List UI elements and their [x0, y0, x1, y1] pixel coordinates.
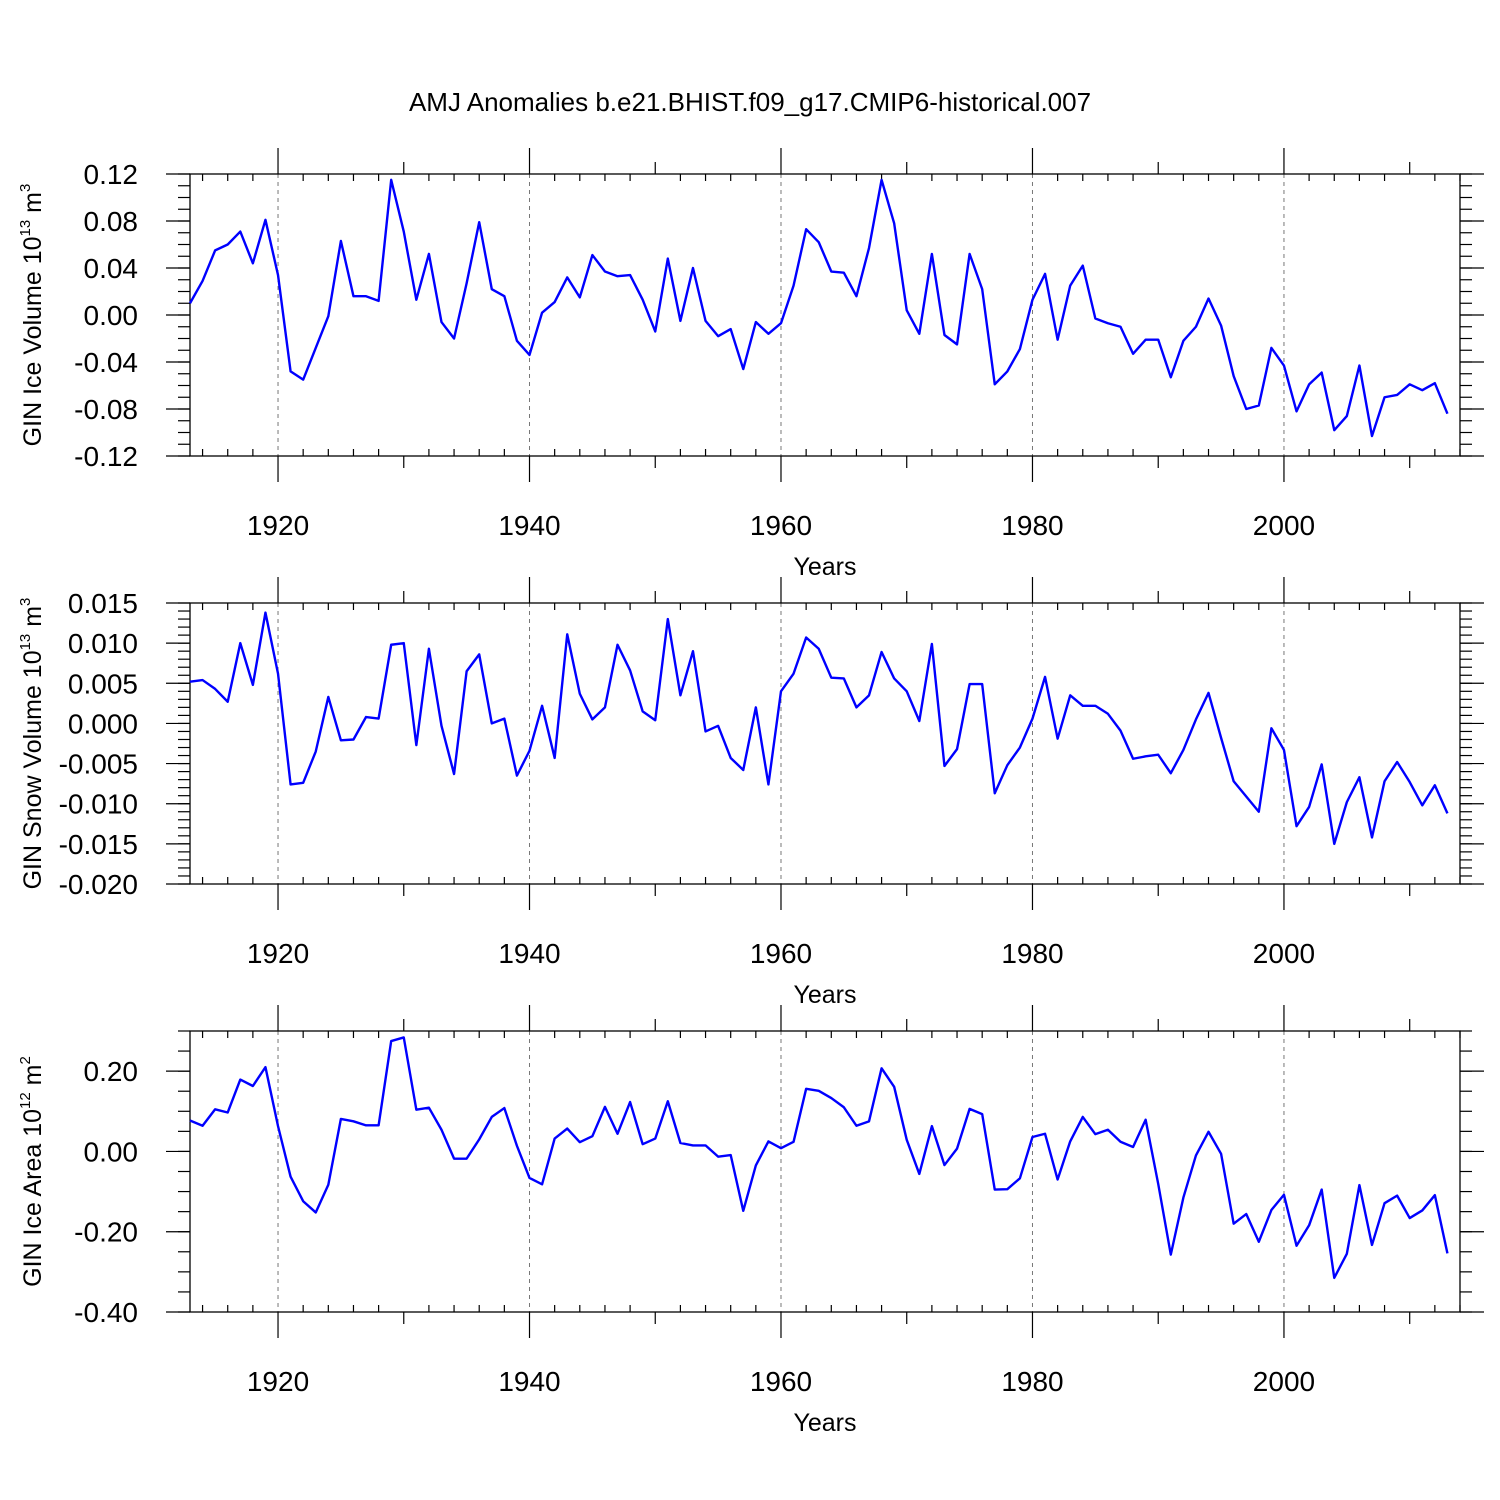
x-tick-label: 1940 — [498, 510, 560, 541]
y-tick-label: -0.005 — [59, 749, 138, 780]
y-axis-label-unit-exponent: 3 — [17, 184, 34, 192]
y-tick-label: 0.12 — [84, 159, 139, 190]
y-tick-label: 0.015 — [68, 588, 138, 619]
y-tick-label: 0.08 — [84, 206, 139, 237]
x-tick-label: 1940 — [498, 1366, 560, 1397]
y-tick-label: 0.00 — [84, 1136, 139, 1167]
x-tick-label: 1960 — [750, 510, 812, 541]
panels: 1920 1940 1960 1980 2000-0.12-0.08-0.040.000… — [17, 148, 1484, 1437]
y-tick-label: -0.20 — [74, 1217, 138, 1248]
y-axis-label-main: GIN Ice Area 10 — [19, 1109, 47, 1287]
y-tick-label: 0.010 — [68, 628, 138, 659]
x-axis-label: Years — [793, 553, 856, 581]
x-tick-label: 1980 — [1001, 1366, 1063, 1397]
x-tick-label: 2000 — [1253, 938, 1315, 969]
x-tick-label: 2000 — [1253, 510, 1315, 541]
x-axis-label: Years — [793, 1409, 856, 1437]
panel-1: 1920 1940 1960 1980 2000 -0.12 -0.08 -0.04 0.00 0… — [17, 148, 1484, 581]
panel-3: 1920 1940 1960 1980 2000 -0.40 -0.20 0.00 0.20 Ye… — [17, 1005, 1484, 1437]
y-axis-label-main: GIN Ice Volume 10 — [19, 236, 47, 446]
y-axis-label-unit-exponent: 3 — [17, 598, 34, 606]
x-tick-label: 1920 — [247, 938, 309, 969]
y-tick-label: -0.010 — [59, 789, 138, 820]
y-axis-label-exponent: 12 — [17, 1092, 34, 1109]
y-tick-label: 0.005 — [68, 668, 138, 699]
panel-2: 1920 1940 1960 1980 2000 -0.020 -0.015 -0.010 -0… — [17, 577, 1484, 1009]
x-tick-label: 1920 — [247, 1366, 309, 1397]
y-tick-label: -0.12 — [74, 441, 138, 472]
x-tick-label: 1940 — [498, 938, 560, 969]
series-line-gin-snow-volume — [189, 611, 1449, 846]
y-tick-label: -0.08 — [74, 394, 138, 425]
y-axis-label-exponent: 13 — [17, 220, 34, 237]
plot-frame — [189, 602, 1461, 885]
plot-frame — [189, 1030, 1461, 1313]
y-axis-label: GIN Ice Area 1012 m2 — [17, 1056, 47, 1287]
y-axis-label: GIN Snow Volume 1013 m3 — [17, 598, 47, 890]
x-tick-label: 1980 — [1001, 938, 1063, 969]
x-tick-label: 2000 — [1253, 1366, 1315, 1397]
y-axis-label-unit-exponent: 2 — [17, 1056, 34, 1064]
x-tick-label: 1960 — [750, 938, 812, 969]
y-tick-label: -0.020 — [59, 869, 138, 900]
figure-title: AMJ Anomalies b.e21.BHIST.f09_g17.CMIP6-… — [409, 87, 1091, 117]
y-tick-label: 0.00 — [84, 300, 139, 331]
series-line-gin-ice-volume — [188, 178, 1449, 438]
y-tick-label: -0.015 — [59, 829, 138, 860]
x-tick-label: 1920 — [247, 510, 309, 541]
plot-frame — [189, 173, 1461, 457]
y-tick-label: -0.40 — [74, 1297, 138, 1328]
series-line-gin-ice-area — [189, 1036, 1449, 1280]
y-axis-label-unit: m — [19, 1065, 47, 1093]
y-axis-label-unit: m — [19, 192, 47, 220]
x-axis-label: Years — [793, 981, 856, 1009]
y-tick-label: 0.000 — [68, 708, 138, 739]
y-tick-label: 0.20 — [84, 1056, 139, 1087]
x-tick-label: 1980 — [1001, 510, 1063, 541]
y-axis-label-unit: m — [19, 606, 47, 634]
x-tick-label: 1960 — [750, 1366, 812, 1397]
y-axis-label-main: GIN Snow Volume 10 — [19, 650, 47, 889]
y-tick-label: -0.04 — [74, 347, 138, 378]
y-tick-label: 0.04 — [84, 253, 139, 284]
y-axis-label-exponent: 13 — [17, 634, 34, 651]
y-axis-label: GIN Ice Volume 1013 m3 — [17, 184, 47, 447]
